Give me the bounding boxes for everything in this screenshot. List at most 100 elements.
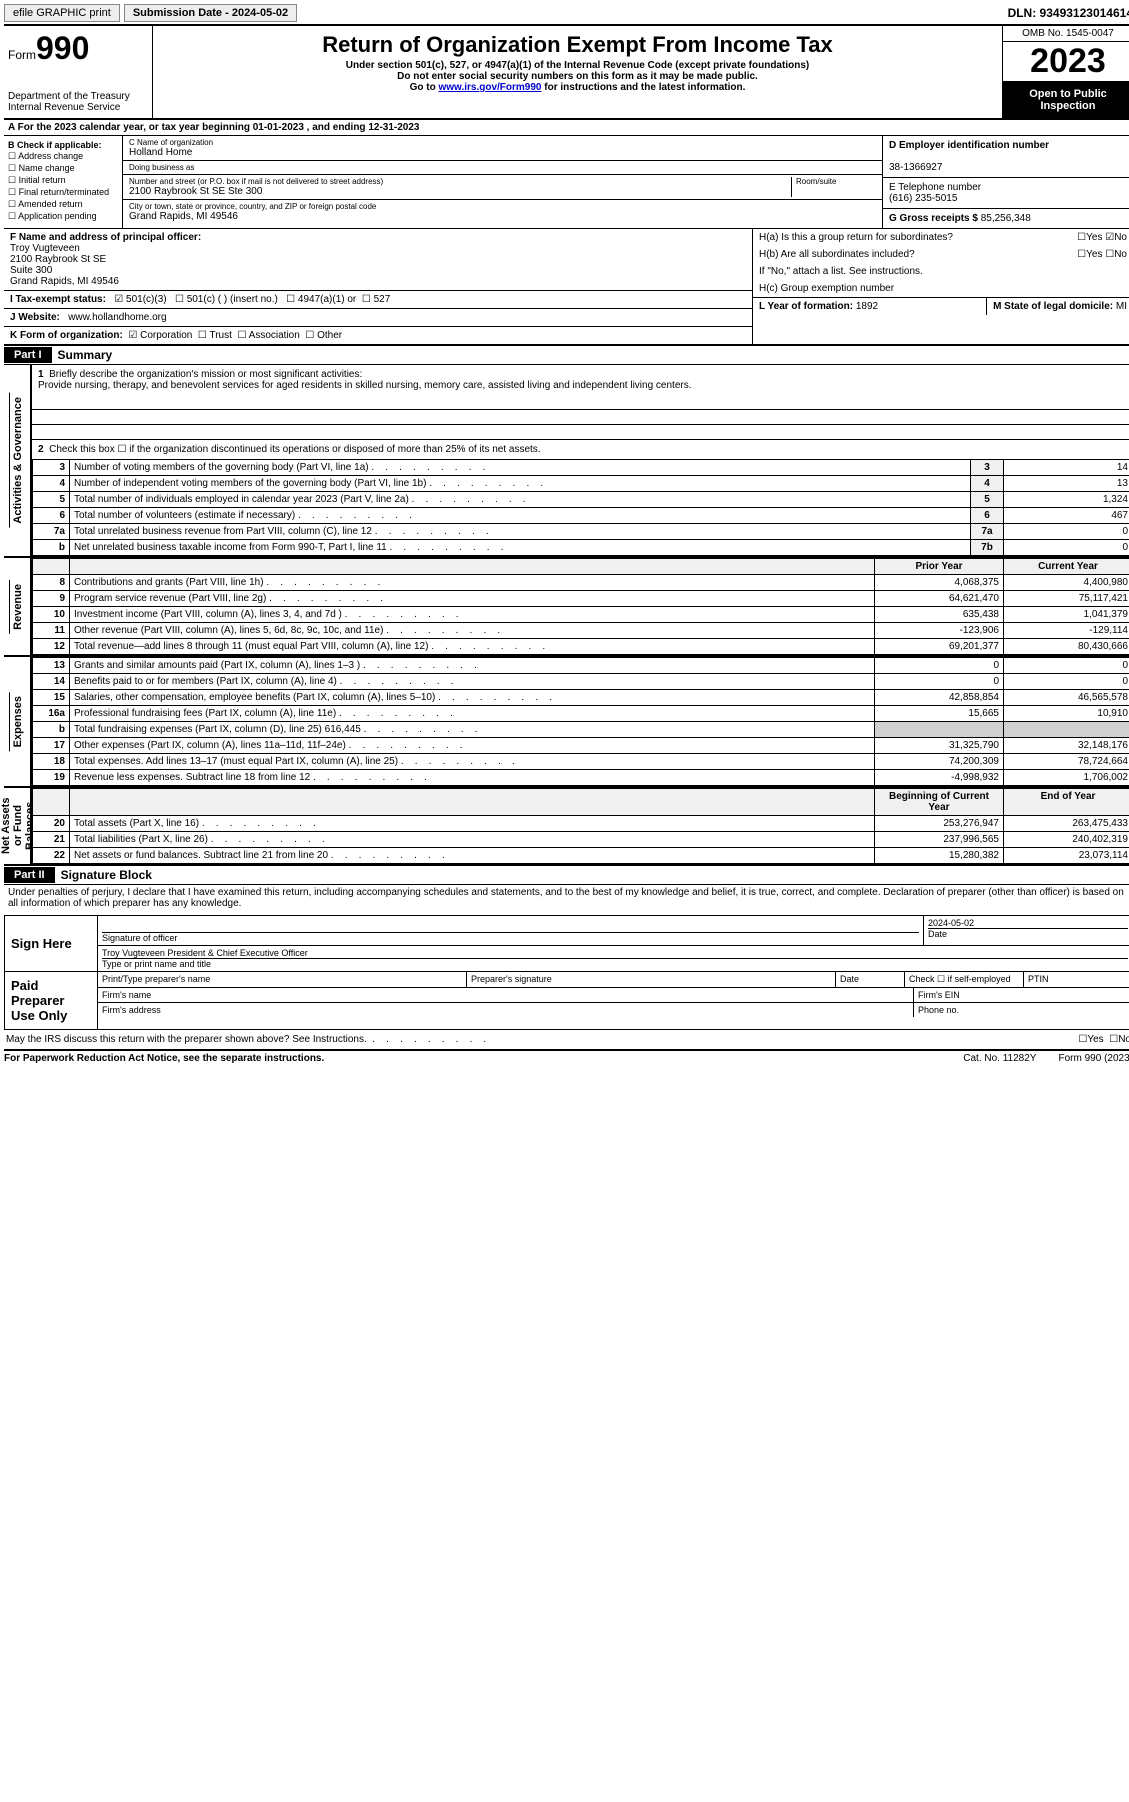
year-formation-value: 1892 xyxy=(856,301,878,312)
website-label: J Website: xyxy=(10,312,60,323)
subtitle-2: Do not enter social security numbers on … xyxy=(161,71,994,82)
row-a-tax-year: A For the 2023 calendar year, or tax yea… xyxy=(4,120,1129,136)
preparer-self-employed[interactable]: Check ☐ if self-employed xyxy=(905,972,1024,987)
tax-exempt-label: I Tax-exempt status: xyxy=(10,294,106,305)
chk-application-pending[interactable]: ☐ Application pending xyxy=(8,211,118,222)
opt-501c[interactable]: 501(c) ( ) (insert no.) xyxy=(187,294,278,305)
public-inspection: Open to Public Inspection xyxy=(1003,82,1129,118)
section-expenses: Expenses 13Grants and similar amounts pa… xyxy=(4,657,1129,788)
opt-association[interactable]: Association xyxy=(249,330,300,341)
omb-number: OMB No. 1545-0047 xyxy=(1003,26,1129,42)
state-domicile-label: M State of legal domicile: xyxy=(993,301,1113,312)
officer-name: Troy Vugteveen xyxy=(10,243,80,254)
vlabel-revenue: Revenue xyxy=(9,580,26,634)
chk-amended-return[interactable]: ☐ Amended return xyxy=(8,199,118,210)
ein-label: D Employer identification number xyxy=(889,140,1049,151)
city-label: City or town, state or province, country… xyxy=(129,202,876,211)
part1-title: Summary xyxy=(52,346,119,364)
street-label: Number and street (or P.O. box if mail i… xyxy=(129,177,791,186)
col-c-org-info: C Name of organization Holland Home Doin… xyxy=(123,136,882,228)
firm-phone-label: Phone no. xyxy=(914,1003,1129,1017)
pra-notice: For Paperwork Reduction Act Notice, see … xyxy=(4,1053,324,1064)
form-org-label: K Form of organization: xyxy=(10,330,123,341)
entity-block: B Check if applicable: ☐ Address change … xyxy=(4,136,1129,229)
officer-label: F Name and address of principal officer: xyxy=(10,232,201,243)
street-value: 2100 Raybrook St SE Ste 300 xyxy=(129,186,791,197)
signature-block: Sign Here Signature of officer 2024-05-0… xyxy=(4,915,1129,1030)
sig-officer-label: Signature of officer xyxy=(102,933,177,943)
firm-name-label: Firm's name xyxy=(98,988,914,1002)
q2-text: Check this box ☐ if the organization dis… xyxy=(49,444,540,455)
table-net-assets: Beginning of Current YearEnd of Year20To… xyxy=(32,788,1129,864)
preparer-name-label: Print/Type preparer's name xyxy=(98,972,467,987)
subtitle-1: Under section 501(c), 527, or 4947(a)(1)… xyxy=(161,60,994,71)
table-revenue: Prior YearCurrent Year8Contributions and… xyxy=(32,558,1129,655)
form-label: Form xyxy=(8,48,36,62)
q2-num: 2 xyxy=(38,444,44,455)
dln: DLN: 93493123014614 xyxy=(1008,6,1129,20)
org-name-label: C Name of organization xyxy=(129,138,876,147)
state-domicile-value: MI xyxy=(1116,301,1127,312)
ptin-label: PTIN xyxy=(1024,972,1129,987)
q1-text: Briefly describe the organization's miss… xyxy=(49,369,362,380)
chk-address-change[interactable]: ☐ Address change xyxy=(8,151,118,162)
form-header: Form990 Department of the Treasury Inter… xyxy=(4,26,1129,120)
sign-here-label: Sign Here xyxy=(5,916,98,971)
opt-527[interactable]: 527 xyxy=(374,294,391,305)
top-bar: efile GRAPHIC print Submission Date - 20… xyxy=(4,4,1129,26)
opt-other[interactable]: Other xyxy=(317,330,342,341)
gross-receipts-label: G Gross receipts $ xyxy=(889,213,978,224)
vlabel-net-assets: Net Assets or Fund Balances xyxy=(0,788,38,864)
table-governance: 3Number of voting members of the governi… xyxy=(32,459,1129,556)
goto-pre: Go to xyxy=(410,82,439,93)
q1-num: 1 xyxy=(38,369,44,380)
efile-btn[interactable]: efile GRAPHIC print xyxy=(4,4,120,22)
sig-date-label: Date xyxy=(928,929,947,939)
irs-link[interactable]: www.irs.gov/Form990 xyxy=(438,82,541,93)
chk-name-change[interactable]: ☐ Name change xyxy=(8,163,118,174)
dba-label: Doing business as xyxy=(129,163,876,172)
page-footer: For Paperwork Reduction Act Notice, see … xyxy=(4,1051,1129,1066)
part2-hdr: Part II xyxy=(4,867,55,883)
chk-final-return[interactable]: ☐ Final return/terminated xyxy=(8,187,118,198)
firm-address-label: Firm's address xyxy=(98,1003,914,1017)
submission-date: Submission Date - 2024-05-02 xyxy=(124,4,297,22)
col-de: D Employer identification number 38-1366… xyxy=(882,136,1129,228)
opt-corporation[interactable]: Corporation xyxy=(140,330,192,341)
vlabel-governance: Activities & Governance xyxy=(9,393,26,528)
officer-status-block: F Name and address of principal officer:… xyxy=(4,229,1129,346)
gross-receipts-value: 85,256,348 xyxy=(981,213,1031,224)
firm-ein-label: Firm's EIN xyxy=(914,988,1129,1002)
officer-street: 2100 Raybrook St SE xyxy=(10,254,106,265)
section-governance: Activities & Governance 1 Briefly descri… xyxy=(4,365,1129,558)
type-name-label: Type or print name and title xyxy=(102,959,211,969)
opt-trust[interactable]: Trust xyxy=(209,330,231,341)
preparer-date-label: Date xyxy=(836,972,905,987)
cat-no: Cat. No. 11282Y xyxy=(963,1053,1036,1064)
room-label: Room/suite xyxy=(796,177,876,186)
irs-label: Internal Revenue Service xyxy=(8,102,148,113)
vlabel-expenses: Expenses xyxy=(9,692,26,751)
phone-value: (616) 235-5015 xyxy=(889,193,957,204)
mission-text: Provide nursing, therapy, and benevolent… xyxy=(38,380,692,391)
opt-4947[interactable]: 4947(a)(1) or xyxy=(298,294,356,305)
opt-501c3[interactable]: 501(c)(3) xyxy=(126,294,167,305)
discuss-label: May the IRS discuss this return with the… xyxy=(6,1034,367,1045)
chk-initial-return[interactable]: ☐ Initial return xyxy=(8,175,118,186)
officer-city: Grand Rapids, MI 49546 xyxy=(10,276,119,287)
goto-post: for instructions and the latest informat… xyxy=(541,82,745,93)
perjury-declaration: Under penalties of perjury, I declare th… xyxy=(4,885,1129,911)
col-b-title: B Check if applicable: xyxy=(8,140,102,150)
sig-date-value: 2024-05-02 xyxy=(928,918,974,928)
part1-hdr: Part I xyxy=(4,347,52,363)
hb-note: If "No," attach a list. See instructions… xyxy=(753,263,1129,280)
city-value: Grand Rapids, MI 49546 xyxy=(129,211,876,222)
col-b-checkboxes: B Check if applicable: ☐ Address change … xyxy=(4,136,123,228)
org-name: Holland Home xyxy=(129,147,876,158)
section-revenue: Revenue Prior YearCurrent Year8Contribut… xyxy=(4,558,1129,657)
officer-printed-name: Troy Vugteveen President & Chief Executi… xyxy=(102,948,308,958)
form-title: Return of Organization Exempt From Incom… xyxy=(161,32,994,58)
table-expenses: 13Grants and similar amounts paid (Part … xyxy=(32,657,1129,786)
ein-value: 38-1366927 xyxy=(889,162,942,173)
tax-year: 2023 xyxy=(1003,42,1129,82)
